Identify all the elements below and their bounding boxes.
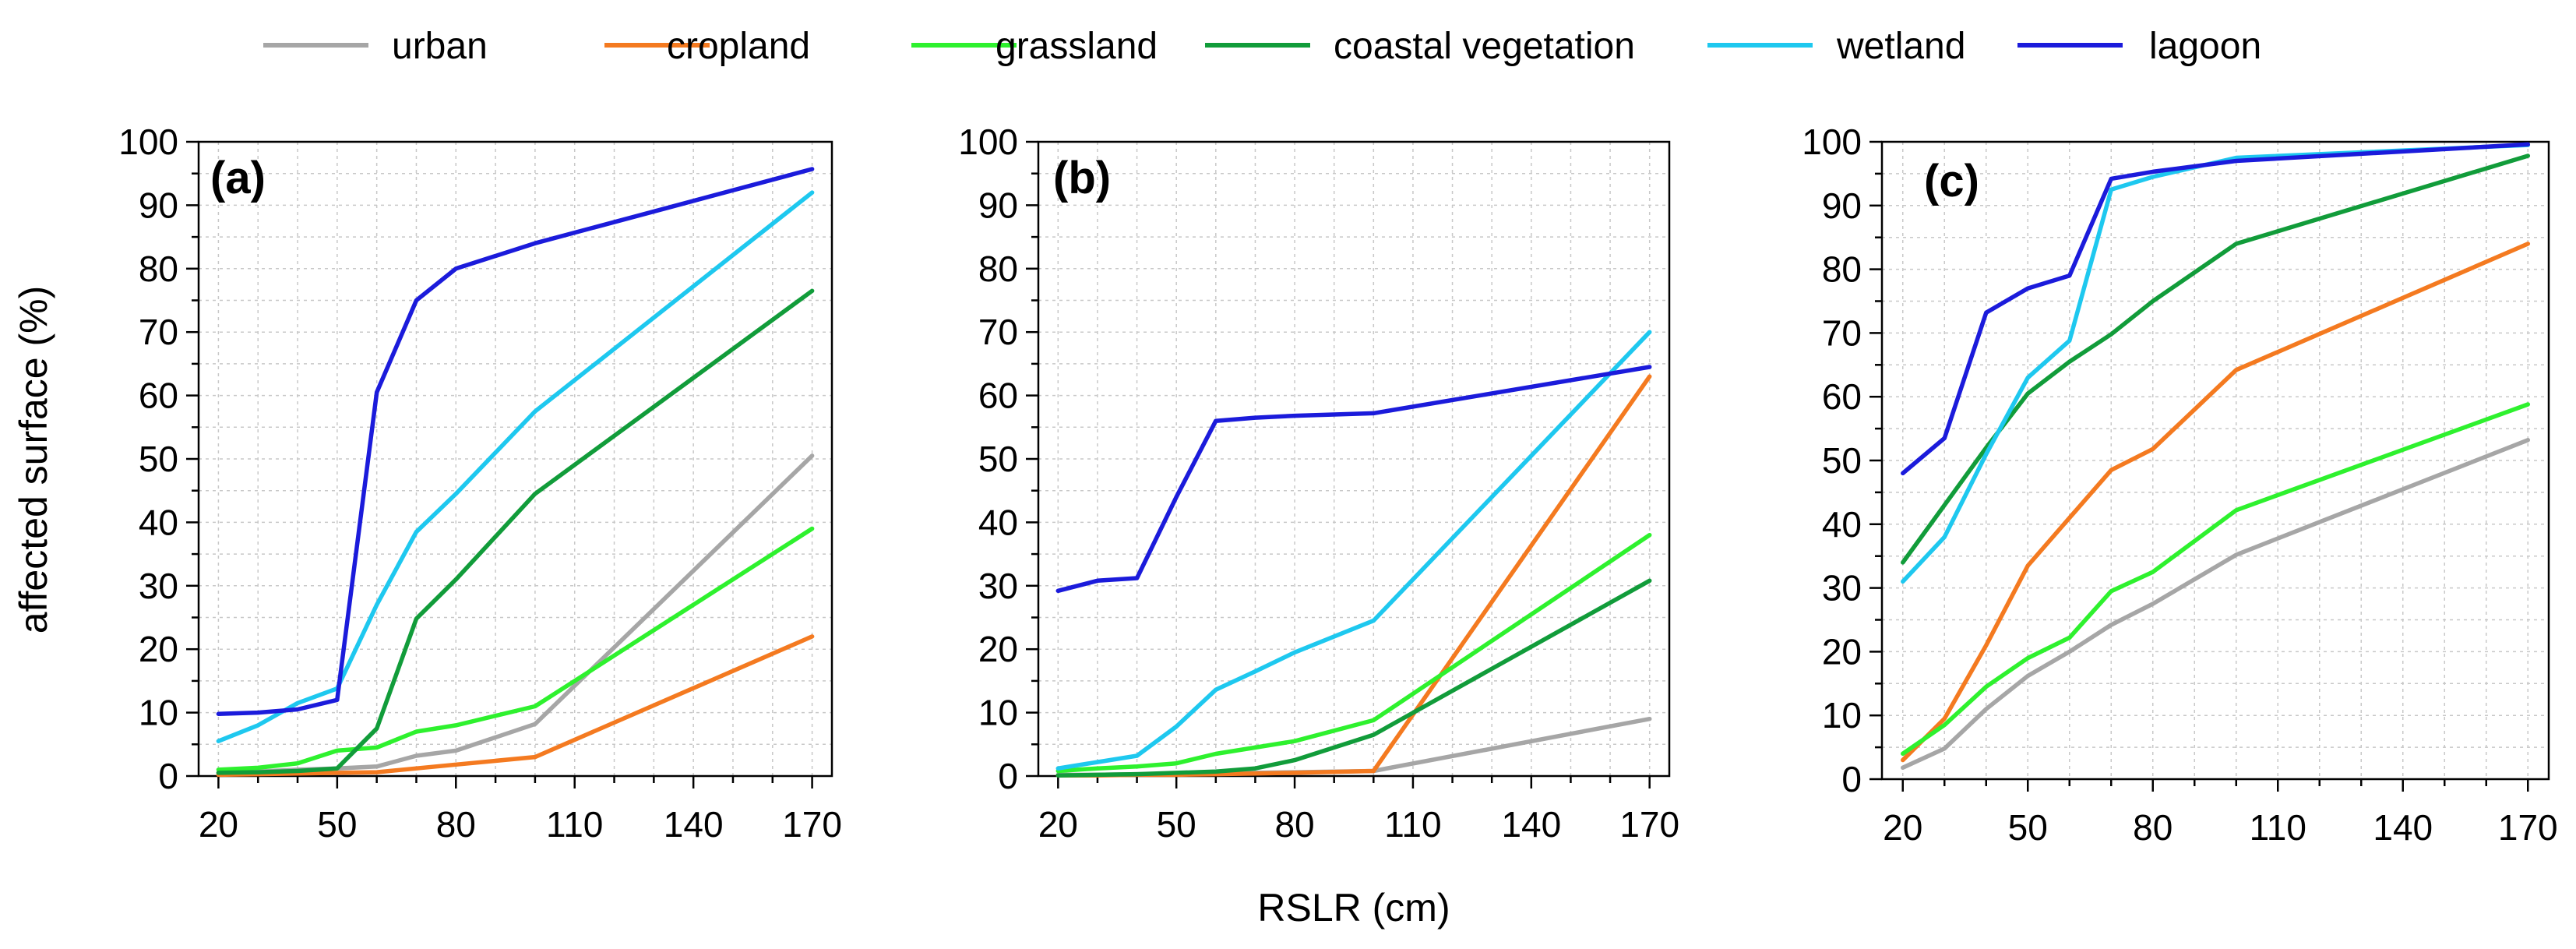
- x-axis-label: RSLR (cm): [1257, 886, 1450, 930]
- x-tick-label: 20: [1883, 807, 1922, 848]
- x-tick-label: 20: [1038, 804, 1078, 845]
- grid: [199, 141, 832, 777]
- y-tick-label: 50: [978, 439, 1018, 479]
- y-tick-label: 0: [1841, 759, 1862, 799]
- y-tick-label: 40: [978, 502, 1018, 542]
- legend: urban cropland grassland coastal vegetation…: [263, 26, 2261, 67]
- series-line-lagoon: [216, 167, 815, 716]
- x-tick-label: 170: [782, 804, 842, 845]
- x-tick-label: 20: [199, 804, 238, 845]
- series-line-cropland: [1901, 242, 2531, 763]
- panel-label: (a): [210, 153, 266, 203]
- series-line-urban: [216, 453, 815, 775]
- y-tick-label: 50: [139, 439, 178, 479]
- series-line-coastal-vegetation: [1055, 578, 1652, 778]
- series-line-lagoon: [1901, 142, 2531, 476]
- panel-c: 0 10 20 30 40 50 60 70 80 90 100 20 50 80 110 140 170 (c): [1802, 122, 2557, 848]
- y-tick-label: 10: [139, 693, 178, 733]
- legend-label-wetland: wetland: [1836, 26, 1965, 67]
- series-line-grassland: [216, 526, 815, 772]
- panel-label: (b): [1053, 153, 1111, 203]
- x-tick-label: 80: [436, 804, 476, 845]
- series-line-urban: [1901, 438, 2531, 771]
- legend-label-cropland: cropland: [667, 26, 810, 67]
- y-tick-label: 20: [139, 629, 178, 669]
- x-tick-label: 140: [1501, 804, 1561, 845]
- y-tick-label: 40: [1822, 504, 1862, 545]
- y-axis-label: affected surface (%): [12, 286, 55, 634]
- y-tick-label: 80: [1822, 249, 1862, 290]
- series-line-wetland: [1901, 143, 2531, 584]
- y-tick-label: 40: [139, 502, 178, 542]
- y-tick-label: 80: [139, 249, 178, 289]
- panel-b: 0 10 20 30 40 50 60 70 80 90 100 20 50 80 110 140 170 (b): [958, 122, 1679, 845]
- y-tick-label: 0: [998, 756, 1018, 796]
- series-line-grassland: [1055, 532, 1652, 774]
- y-tick-label: 100: [118, 122, 178, 162]
- series-line-wetland: [216, 190, 815, 743]
- y-tick-label: 90: [978, 185, 1018, 225]
- panel-label: (c): [1924, 156, 1979, 206]
- x-tick-label: 50: [317, 804, 357, 845]
- y-tick-label: 60: [1822, 376, 1862, 417]
- y-tick-label: 70: [1822, 312, 1862, 353]
- series-line-wetland: [1055, 330, 1652, 771]
- x-tick-label: 140: [2373, 807, 2433, 848]
- y-tick-label: 80: [978, 249, 1018, 289]
- legend-label-grassland: grassland: [996, 26, 1158, 67]
- legend-label-coastal-vegetation: coastal vegetation: [1334, 26, 1635, 67]
- y-tick-label: 10: [978, 693, 1018, 733]
- series-line-grassland: [1901, 402, 2531, 757]
- y-tick-label: 30: [139, 566, 178, 606]
- grid: [1038, 141, 1669, 777]
- legend-label-urban: urban: [392, 26, 488, 67]
- y-tick-label: 50: [1822, 440, 1862, 481]
- y-tick-label: 90: [139, 185, 178, 225]
- x-tick-label: 110: [1384, 804, 1441, 845]
- y-tick-label: 90: [1822, 185, 1862, 226]
- y-tick-label: 30: [978, 566, 1018, 606]
- y-tick-label: 100: [958, 122, 1018, 162]
- series-line-coastal-vegetation: [216, 288, 815, 775]
- y-tick-label: 0: [158, 756, 178, 796]
- y-tick-label: 20: [1822, 631, 1862, 672]
- y-tick-label: 70: [139, 312, 178, 352]
- y-tick-label: 60: [139, 376, 178, 416]
- x-tick-label: 80: [2133, 807, 2173, 848]
- series-line-coastal-vegetation: [1901, 153, 2531, 565]
- y-tick-label: 70: [978, 312, 1018, 352]
- panel-a: 0 10 20 30 40 50 60 70 80 90 100 20 50 80 110 140 170 (a): [118, 122, 842, 845]
- x-tick-label: 80: [1274, 804, 1314, 845]
- x-tick-label: 110: [2250, 807, 2306, 848]
- legend-label-lagoon: lagoon: [2149, 26, 2261, 67]
- x-tick-label: 170: [1619, 804, 1679, 845]
- y-tick-label: 30: [1822, 568, 1862, 609]
- y-tick-label: 10: [1822, 695, 1862, 736]
- series-line-lagoon: [1055, 365, 1652, 594]
- x-tick-label: 50: [2008, 807, 2048, 848]
- grid: [1882, 141, 2549, 780]
- y-tick-label: 100: [1802, 122, 1862, 162]
- x-tick-label: 50: [1157, 804, 1196, 845]
- y-tick-label: 20: [978, 629, 1018, 669]
- x-tick-label: 140: [664, 804, 724, 845]
- series-line-cropland: [1055, 374, 1652, 778]
- x-tick-label: 170: [2498, 807, 2558, 848]
- x-tick-label: 110: [546, 804, 603, 845]
- y-tick-label: 60: [978, 376, 1018, 416]
